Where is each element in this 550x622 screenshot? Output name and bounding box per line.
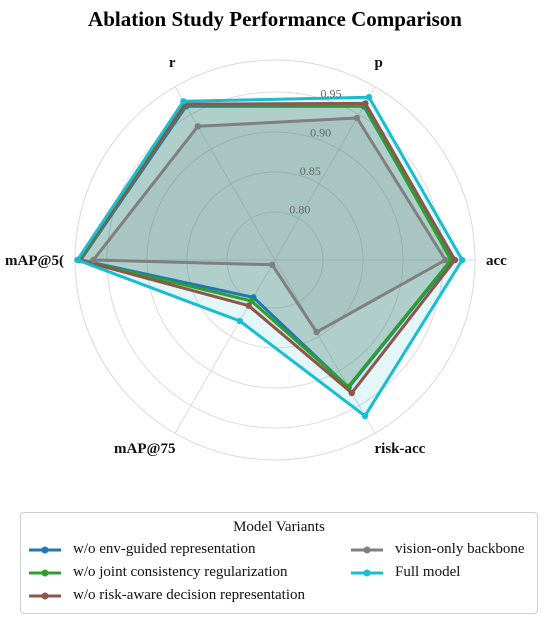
spoke-r [174, 86, 276, 261]
radial-tick-label-0: 0.80 [289, 203, 310, 217]
series-fill-4 [77, 97, 463, 416]
chart-title: Ablation Study Performance Comparison [88, 7, 462, 31]
legend-swatch-risk-aware [29, 592, 61, 599]
axis-label-mAP@75: mAP@75 [114, 441, 175, 457]
radial-tick-label-1: 0.85 [300, 164, 321, 178]
series-point-3-r [194, 123, 201, 130]
axis-labels: acc p r mAP@5( mAP@75 risk-acc [5, 55, 507, 457]
series-fill-1 [79, 104, 452, 387]
spoke-risk-acc [274, 259, 376, 434]
series-point-4-p [365, 94, 373, 101]
axis-label-acc: acc [486, 253, 507, 269]
legend-swatch-env-guided [29, 546, 61, 553]
series-lines [74, 94, 466, 420]
series-point-4-risk-acc [361, 412, 369, 420]
series-point-3-risk-acc [313, 328, 320, 336]
series-point-4-mAP@75 [236, 317, 243, 325]
radar-chart: Ablation Study Performance Comparison 0.… [5, 7, 507, 461]
legend-swatch-joint-consistency [29, 569, 61, 576]
legend-label-env-guided: w/o env-guided representation [73, 541, 256, 557]
legend-label-risk-aware: w/o risk-aware decision representation [73, 587, 305, 603]
series-point-3-p [353, 114, 361, 122]
series-point-2-risk-acc [348, 389, 355, 397]
series-point-2-acc [451, 256, 459, 264]
spoke-mAP@75 [174, 259, 276, 434]
axis-label-p: p [375, 55, 383, 71]
legend: Model Variants w/o env-guided representa… [20, 512, 538, 614]
legend-entry-full-model: Full model [349, 564, 460, 581]
legend-title: Model Variants [233, 519, 325, 535]
series-fill-0 [80, 106, 452, 388]
legend-swatch-full-model [351, 569, 383, 576]
series-point-4-acc [459, 256, 466, 264]
series-point-3-mAP@75 [269, 261, 276, 268]
legend-entry-risk-aware: w/o risk-aware decision representation [27, 587, 305, 604]
radial-tick-label-3: 0.95 [321, 87, 342, 101]
radial-ticks: 0.80 0.85 0.90 0.95 [289, 87, 341, 217]
legend-entry-joint-consistency: w/o joint consistency regularization [27, 564, 288, 581]
series-fill-3 [93, 118, 446, 333]
legend-swatch-vision-only [351, 546, 383, 553]
axis-label-r: r [169, 55, 176, 71]
series-point-4-mAP@50 [74, 256, 81, 264]
radial-tick-label-2: 0.90 [310, 125, 331, 139]
legend-entry-env-guided: w/o env-guided representation [27, 541, 255, 558]
legend-label-vision-only: vision-only backbone [395, 541, 525, 557]
legend-label-joint-consistency: w/o joint consistency regularization [73, 564, 288, 580]
series-point-4-r [180, 98, 187, 105]
legend-entry-vision-only: vision-only backbone [349, 541, 525, 558]
series-point-3-mAP@50 [90, 256, 97, 264]
axis-label-mAP@50: mAP@5( [5, 253, 64, 269]
legend-label-full-model: Full model [395, 564, 461, 580]
series-fill-2 [79, 103, 455, 394]
series-point-2-p [362, 100, 369, 107]
series-fills [77, 97, 463, 416]
series-point-2-mAP@75 [245, 302, 252, 309]
axis-label-risk-acc: risk-acc [375, 441, 426, 457]
series-point-1-mAP@75 [248, 297, 255, 305]
series-point-3-acc [442, 256, 449, 264]
